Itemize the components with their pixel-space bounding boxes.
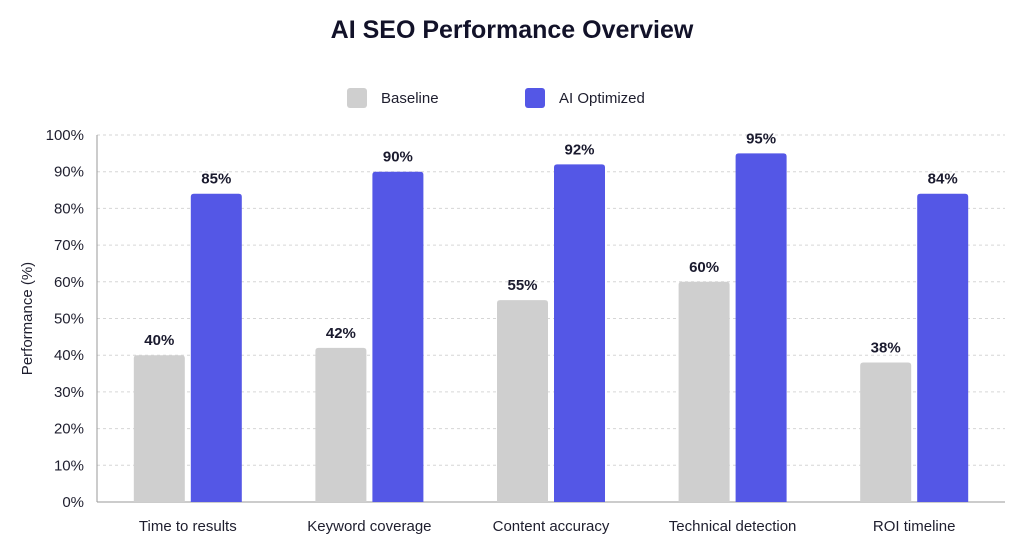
bar-baseline-technical-detection — [678, 281, 730, 502]
legend-swatch-baseline — [347, 88, 367, 108]
x-tick-label: Technical detection — [669, 518, 797, 535]
bar-ai-optimized-roi-timeline — [917, 193, 969, 502]
y-tick-label: 10% — [54, 457, 84, 474]
data-label-ai-optimized-content-accuracy: 92% — [564, 141, 594, 158]
bar-ai-optimized-technical-detection — [735, 153, 787, 502]
x-tick-label: Time to results — [139, 518, 237, 535]
y-tick-label: 30% — [54, 384, 84, 401]
data-label-baseline-time-to-results: 40% — [144, 332, 174, 349]
data-label-baseline-technical-detection: 60% — [689, 259, 719, 276]
x-tick-label: ROI timeline — [873, 518, 956, 535]
legend-item-baseline: Baseline — [347, 88, 439, 108]
y-tick-label: 20% — [54, 421, 84, 438]
y-tick-label: 100% — [46, 127, 84, 144]
data-label-baseline-content-accuracy: 55% — [507, 277, 537, 294]
bar-ai-optimized-keyword-coverage — [372, 171, 424, 502]
data-label-ai-optimized-roi-timeline: 84% — [928, 171, 958, 188]
legend-label-ai-optimized: AI Optimized — [559, 89, 645, 107]
y-tick-label: 90% — [54, 164, 84, 181]
x-tick-label: Keyword coverage — [307, 518, 431, 535]
data-label-baseline-roi-timeline: 38% — [871, 340, 901, 357]
bar-baseline-roi-timeline — [860, 362, 912, 502]
y-tick-label: 0% — [62, 494, 84, 511]
data-label-ai-optimized-technical-detection: 95% — [746, 130, 776, 147]
y-tick-label: 80% — [54, 200, 84, 217]
y-tick-label: 50% — [54, 311, 84, 328]
legend-label-baseline: Baseline — [381, 89, 439, 107]
data-label-ai-optimized-time-to-results: 85% — [201, 171, 231, 188]
legend-swatch-ai-optimized — [525, 88, 545, 108]
bar-baseline-content-accuracy — [497, 300, 548, 502]
bar-ai-optimized-time-to-results — [190, 193, 242, 502]
bar-baseline-keyword-coverage — [315, 347, 367, 502]
y-tick-label: 60% — [54, 274, 84, 291]
data-label-ai-optimized-keyword-coverage: 90% — [383, 149, 413, 166]
data-label-baseline-keyword-coverage: 42% — [326, 325, 356, 342]
bar-baseline-time-to-results — [133, 355, 185, 502]
chart-title: AI SEO Performance Overview — [330, 16, 694, 44]
y-tick-label: 40% — [54, 347, 84, 364]
bar-ai-optimized-content-accuracy — [554, 164, 605, 503]
y-axis-label: Performance (%) — [19, 262, 36, 375]
y-tick-label: 70% — [54, 237, 84, 254]
x-tick-label: Content accuracy — [493, 518, 610, 535]
legend-item-ai-optimized: AI Optimized — [525, 88, 645, 108]
